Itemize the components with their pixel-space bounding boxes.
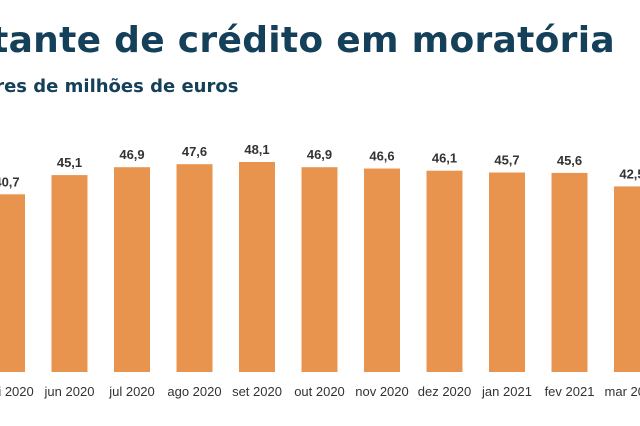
bar-fev-2021 bbox=[551, 172, 588, 372]
bar-jul-2020 bbox=[114, 167, 150, 372]
x-tick-label: ago 2020 bbox=[167, 384, 221, 399]
x-tick-label: set 2020 bbox=[232, 384, 282, 399]
data-label: 46,6 bbox=[369, 149, 394, 164]
data-label: 46,9 bbox=[119, 147, 144, 162]
bar-mar-2021 bbox=[614, 186, 640, 372]
chart-subtitle: Milhares de milhões de euros bbox=[0, 76, 239, 97]
data-label: 45,6 bbox=[557, 153, 582, 168]
x-tick-label: out 2020 bbox=[294, 384, 345, 399]
bar-out-2020 bbox=[301, 167, 338, 372]
bar-set-2020 bbox=[239, 162, 275, 372]
data-label: 46,1 bbox=[432, 151, 457, 166]
data-label: 46,9 bbox=[307, 147, 332, 162]
x-tick-label: mai 2020 bbox=[0, 384, 34, 399]
x-tick-label: jan 2021 bbox=[481, 384, 532, 399]
bar-mai-2020 bbox=[0, 194, 25, 372]
x-tick-label: jun 2020 bbox=[44, 384, 95, 399]
data-label: 42,5 bbox=[619, 166, 640, 181]
data-label: 47,6 bbox=[182, 144, 207, 159]
bar-jun-2020 bbox=[51, 175, 88, 372]
data-label: 48,1 bbox=[244, 142, 269, 157]
x-tick-label: mar 2021 bbox=[605, 384, 640, 399]
x-tick-label: jul 2020 bbox=[108, 384, 155, 399]
bar-nov-2020 bbox=[364, 168, 400, 372]
x-tick-label: fev 2021 bbox=[545, 384, 595, 399]
bar-ago-2020 bbox=[176, 164, 213, 372]
data-label: 40,7 bbox=[0, 174, 20, 189]
x-tick-label: dez 2020 bbox=[418, 384, 472, 399]
bar-jan-2021 bbox=[489, 172, 525, 372]
x-tick-label: nov 2020 bbox=[355, 384, 409, 399]
data-label: 45,1 bbox=[57, 155, 82, 170]
chart-title: Montante de crédito em moratória bbox=[0, 20, 615, 61]
data-label: 45,7 bbox=[494, 153, 519, 168]
bar-dez-2020 bbox=[426, 170, 463, 372]
